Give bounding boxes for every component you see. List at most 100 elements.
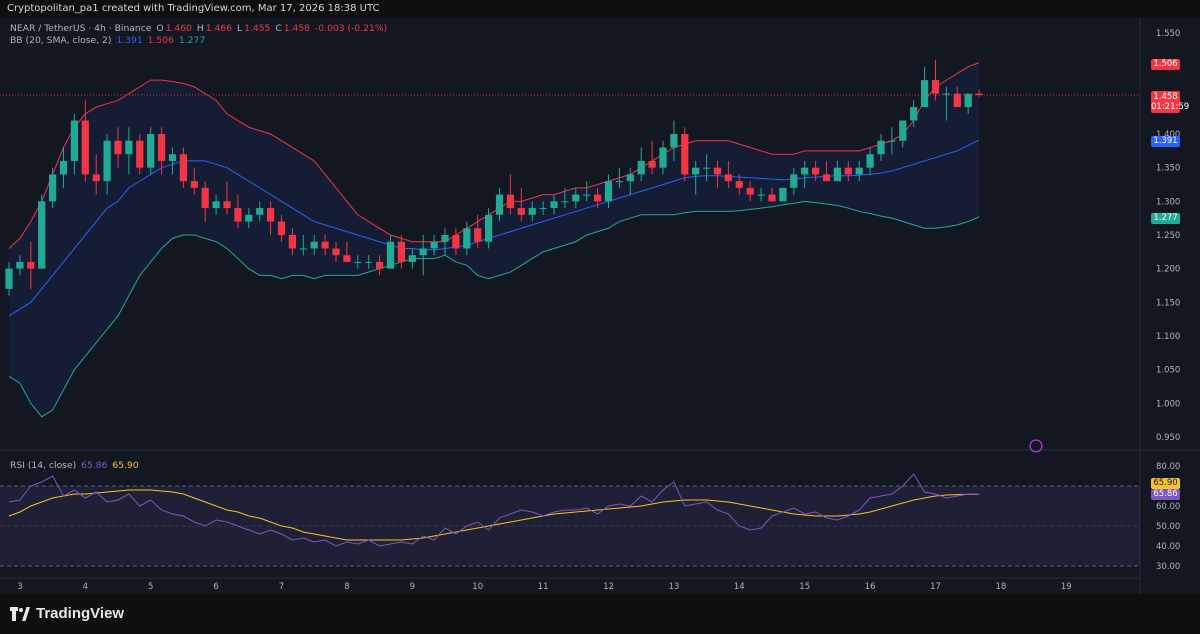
candle-body <box>910 107 918 121</box>
candle-body <box>256 208 264 215</box>
candle <box>321 235 329 256</box>
candle <box>801 160 809 188</box>
time-tick-label: 14 <box>734 582 745 592</box>
bb-upper-line <box>8 62 980 249</box>
rsi-tick-label: 40.00 <box>1156 542 1180 552</box>
candle <box>397 235 405 269</box>
bb-upper-tag: 1.506 <box>1151 59 1180 70</box>
candle-body <box>321 241 329 249</box>
candle <box>626 167 634 195</box>
candle-body <box>517 208 525 215</box>
candle-body <box>310 241 318 249</box>
candle-body <box>179 154 187 182</box>
candle-body <box>899 120 907 141</box>
time-tick-label: 6 <box>213 582 218 592</box>
brand-name: TradingView <box>36 605 125 622</box>
candle-body <box>866 154 874 168</box>
candle <box>147 127 155 175</box>
candle <box>125 127 133 175</box>
candle <box>703 154 711 182</box>
top-bar: Cryptopolitan_pa1 created with TradingVi… <box>0 0 1200 18</box>
price-tick-label: 0.950 <box>1156 433 1180 443</box>
candle <box>517 187 525 222</box>
candle-body <box>790 174 798 188</box>
candle <box>910 100 918 128</box>
chart-frame[interactable]: 1.5501.5001.4501.4001.3501.3001.2501.200… <box>0 18 1200 594</box>
candle-body <box>212 201 220 209</box>
candle <box>114 127 122 168</box>
candle-body <box>506 194 514 209</box>
candle <box>495 187 504 222</box>
candle <box>38 194 46 269</box>
candle <box>855 160 863 182</box>
candle <box>343 241 351 262</box>
candle <box>975 89 983 97</box>
candle-body <box>550 201 558 209</box>
candle-body <box>277 221 286 235</box>
candle-body <box>942 93 950 95</box>
brand-logo[interactable]: TradingView <box>10 605 124 622</box>
candle <box>201 181 209 222</box>
candle-body <box>888 140 896 142</box>
time-tick-label: 7 <box>279 582 284 592</box>
candle <box>5 261 13 296</box>
bb-legend: BB (20, SMA, close, 2) 1.391 1.506 1.277 <box>10 35 207 46</box>
candle-body <box>103 140 111 182</box>
candle-body <box>921 80 929 108</box>
candle-body <box>485 214 493 242</box>
candle <box>888 127 896 155</box>
candle <box>921 66 929 108</box>
legend-close: 1.458 <box>283 23 311 34</box>
candle-body <box>365 261 373 263</box>
candle-body <box>779 187 787 202</box>
candle <box>277 214 286 242</box>
candle-body <box>474 228 482 242</box>
candle <box>506 174 514 215</box>
time-tick-label: 19 <box>1061 582 1072 592</box>
candle <box>724 160 732 188</box>
candle-body <box>463 228 471 249</box>
candle-body <box>539 208 547 210</box>
candle <box>430 235 438 256</box>
candle-body <box>692 167 700 175</box>
candle <box>49 167 57 209</box>
candle-body <box>27 261 35 269</box>
candle-body <box>16 261 24 269</box>
time-tick-label: 11 <box>538 582 549 592</box>
candle <box>245 208 253 229</box>
candle <box>659 140 667 175</box>
candle-body <box>495 194 504 215</box>
time-tick-label: 13 <box>668 582 679 592</box>
candle <box>779 187 787 202</box>
candle <box>942 86 950 121</box>
candle-body <box>953 93 961 108</box>
candle-body <box>855 167 863 175</box>
candle <box>376 255 384 276</box>
candle <box>790 167 798 195</box>
candle-body <box>626 174 634 182</box>
time-tick-label: 8 <box>344 582 349 592</box>
candle-body <box>5 268 13 289</box>
candle <box>692 160 700 195</box>
price-tag: 1.458 01:21:59 <box>1151 91 1189 113</box>
chart-svg[interactable]: 1.5501.5001.4501.4001.3501.3001.2501.200… <box>0 18 1200 594</box>
bb-upper-value: 1.506 <box>147 35 174 46</box>
rsi-ma-tag: 65.90 <box>1151 478 1180 489</box>
candle-body <box>408 255 416 262</box>
candle <box>474 214 482 249</box>
legend-open-label: O <box>156 23 164 34</box>
candle <box>637 147 645 182</box>
candle-body <box>147 134 155 168</box>
candle <box>168 147 177 175</box>
candle-body <box>964 93 972 108</box>
candle-body <box>441 235 449 242</box>
rsi-tick-label: 50.00 <box>1156 522 1180 532</box>
candle <box>332 241 340 262</box>
candle-body <box>158 134 166 161</box>
candle <box>539 201 547 215</box>
candle-body <box>703 167 711 169</box>
candle-body <box>561 201 569 203</box>
legend-open: 1.460 <box>165 23 192 34</box>
bb-basis-value: 1.391 <box>116 35 143 46</box>
